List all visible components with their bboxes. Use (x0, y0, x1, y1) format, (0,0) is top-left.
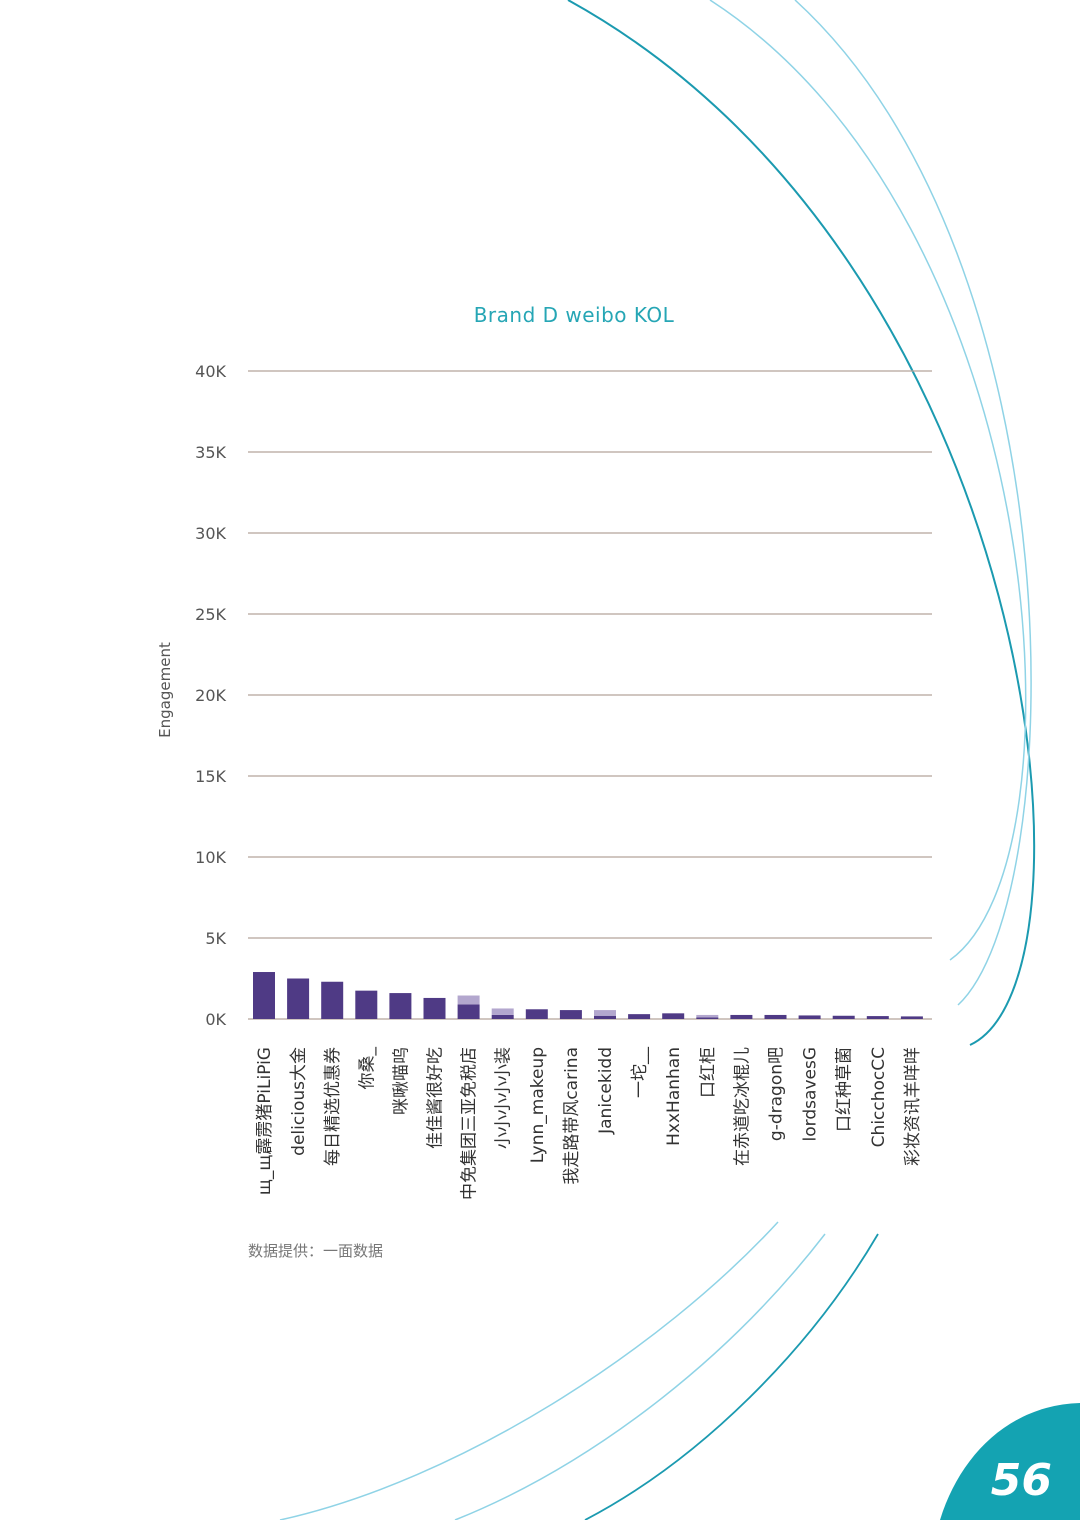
gridlines (248, 370, 932, 1020)
bar-secondary (491, 1008, 514, 1015)
x-tick-label: Lynn_makeup (528, 1047, 548, 1163)
x-tick-label: 每日精选优惠券 (323, 1047, 343, 1166)
x-tick-label: ChicchocCC (869, 1047, 889, 1147)
bar-primary (355, 990, 378, 1019)
page-number: 56 (990, 1455, 1052, 1506)
y-tick-label: 15K (195, 767, 226, 786)
x-tick-label: delicious大金 (289, 1047, 309, 1156)
bar-primary (900, 1016, 923, 1019)
y-tick-label: 10K (195, 848, 226, 867)
x-tick-label: 小小小小小装 (494, 1047, 514, 1149)
y-tick-label: 0K (205, 1010, 226, 1029)
bars (253, 972, 923, 1019)
y-tick-label: 30K (195, 524, 226, 543)
chart-title: Brand D weibo KOL (474, 303, 675, 327)
source-note: 数据提供：一面数据 (248, 1242, 384, 1260)
bar-primary (696, 1017, 719, 1019)
bar-primary (662, 1013, 685, 1019)
y-tick-label: 40K (195, 362, 226, 381)
page-number-tab (940, 1403, 1080, 1520)
y-axis-label: Engagement (156, 642, 174, 738)
arc-light-1 (709, 0, 1027, 961)
x-tick-label: 我走路带风carina (562, 1047, 582, 1185)
arc-dark (567, 0, 1036, 1046)
x-tick-label: 中免集团三亚免税店 (460, 1047, 480, 1200)
bar-secondary (696, 1014, 719, 1018)
bar-primary (423, 997, 446, 1019)
bar-primary (594, 1015, 616, 1019)
x-tick-label: lordsavesG (801, 1047, 821, 1141)
x-tick-label: 你桑_ (357, 1047, 377, 1090)
bar-primary (866, 1016, 889, 1019)
x-tick-label: 一坨__ (630, 1047, 650, 1098)
arc-bottom-3 (584, 1233, 879, 1520)
bar-secondary (594, 1010, 616, 1016)
y-tick-label: 25K (195, 605, 226, 624)
y-tick-label: 35K (195, 443, 226, 462)
bar-primary (730, 1014, 753, 1019)
bar-primary (525, 1009, 548, 1019)
bar-primary (287, 978, 310, 1019)
x-tick-label: Janicekidd (596, 1047, 616, 1135)
x-tick-label: 口红种草菌 (835, 1047, 855, 1132)
bar-primary (389, 993, 412, 1019)
arc-light-2 (794, 0, 1032, 1006)
x-tick-labels: щ_щ霹雳猪PiLiPiG delicious大金 每日精选优惠券 你桑_ 咪啾喵呜 佳佳… (255, 1047, 923, 1200)
y-tick-labels: 0K 5K 10K 15K 20K 25K 30K 35K 40K (195, 362, 226, 1029)
y-tick-label: 20K (195, 686, 226, 705)
x-tick-label: HxxHanhan (664, 1047, 684, 1146)
arc-bottom-2 (454, 1233, 826, 1520)
bar-primary (832, 1015, 855, 1019)
bar-primary (457, 1004, 480, 1019)
bar-primary (253, 972, 275, 1019)
bar-primary (491, 1014, 514, 1019)
bar-primary (628, 1014, 651, 1019)
arc-bottom-1 (279, 1221, 779, 1520)
bar-primary (798, 1015, 821, 1019)
x-tick-label: 在赤道吃冰棍儿 (732, 1047, 752, 1166)
bar-primary (559, 1010, 582, 1019)
x-tick-label: 咪啾喵呜 (391, 1047, 411, 1115)
bar-primary (321, 981, 344, 1019)
x-tick-label: 彩妆资讯羊咩咩 (903, 1047, 923, 1166)
bar-primary (764, 1014, 787, 1019)
y-tick-label: 5K (205, 929, 226, 948)
x-tick-label: 口红柜 (698, 1047, 718, 1098)
x-tick-label: 佳佳酱很好吃 (426, 1047, 446, 1149)
bar-secondary (457, 995, 480, 1005)
x-tick-label: щ_щ霹雳猪PiLiPiG (255, 1047, 275, 1195)
x-tick-label: g-dragon吧 (767, 1047, 787, 1141)
